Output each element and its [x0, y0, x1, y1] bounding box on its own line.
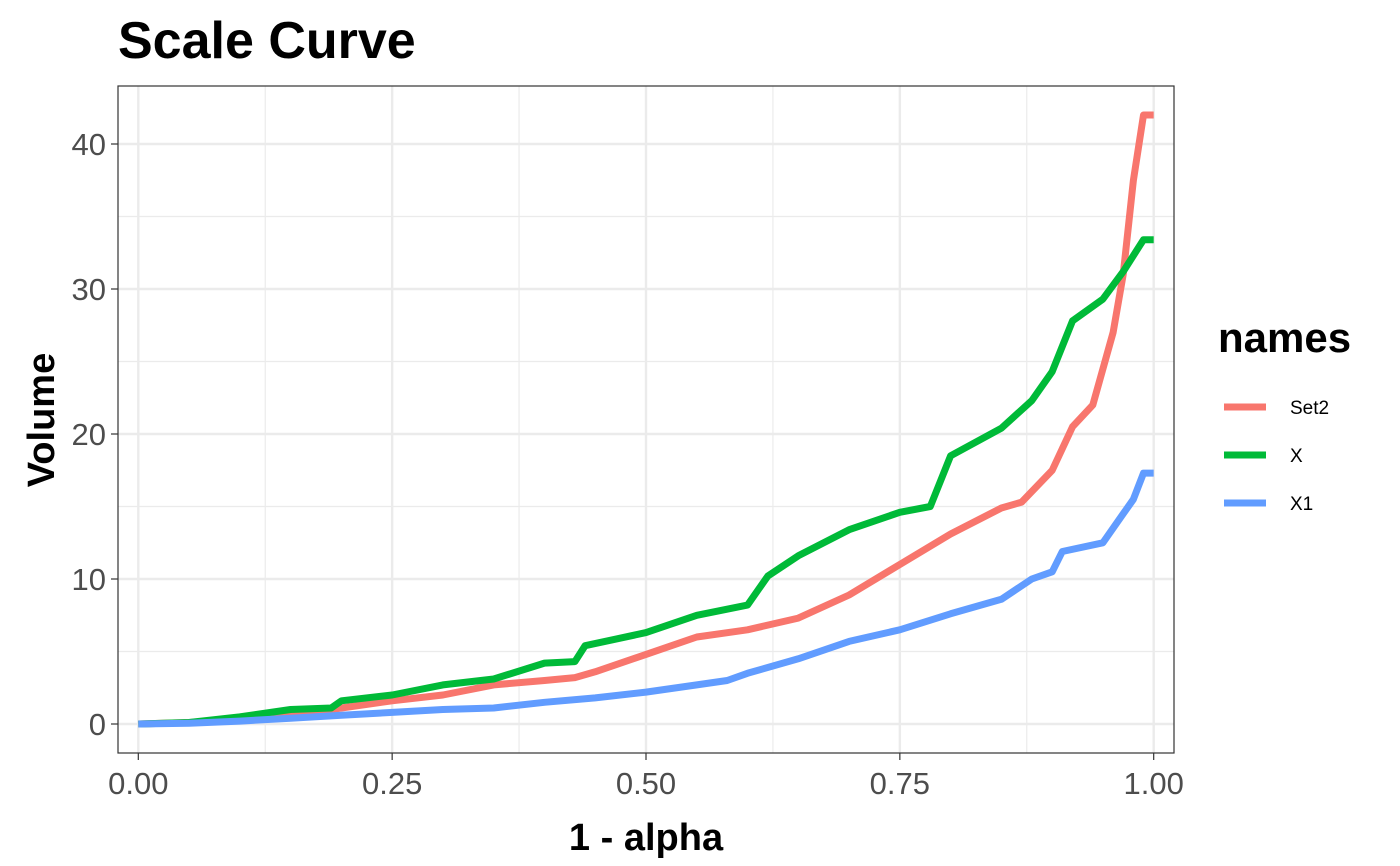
chart-title: Scale Curve [118, 12, 416, 70]
series-lines [138, 111, 1154, 728]
x-axis: 0.00 0.25 0.50 0.75 1.00 [108, 753, 1184, 801]
y-tick-label: 30 [72, 272, 106, 307]
x-axis-title: 1 - alpha [569, 817, 724, 859]
x-tick-label: 0.25 [362, 766, 422, 801]
legend-label-x: X [1290, 446, 1303, 467]
y-tick-label: 10 [72, 562, 106, 597]
legend-title: names [1218, 314, 1351, 361]
series-line-x [138, 236, 1154, 728]
legend-label-x1: X1 [1290, 494, 1313, 515]
x-tick-label: 0.50 [616, 766, 676, 801]
x-tick-label: 0.75 [870, 766, 930, 801]
x-tick-label: 0.00 [108, 766, 168, 801]
y-tick-label: 0 [89, 707, 106, 742]
y-axis: 0 10 20 30 40 [72, 127, 118, 742]
series-line-x1 [138, 469, 1154, 728]
series-line-set2 [138, 111, 1154, 728]
legend-label-set2: Set2 [1290, 398, 1329, 419]
grid [118, 86, 1174, 753]
x-tick-label: 1.00 [1124, 766, 1184, 801]
y-tick-label: 40 [72, 127, 106, 162]
y-tick-label: 20 [72, 417, 106, 452]
legend: names Set2 X X1 [1218, 314, 1351, 515]
y-axis-title: Volume [21, 353, 63, 487]
